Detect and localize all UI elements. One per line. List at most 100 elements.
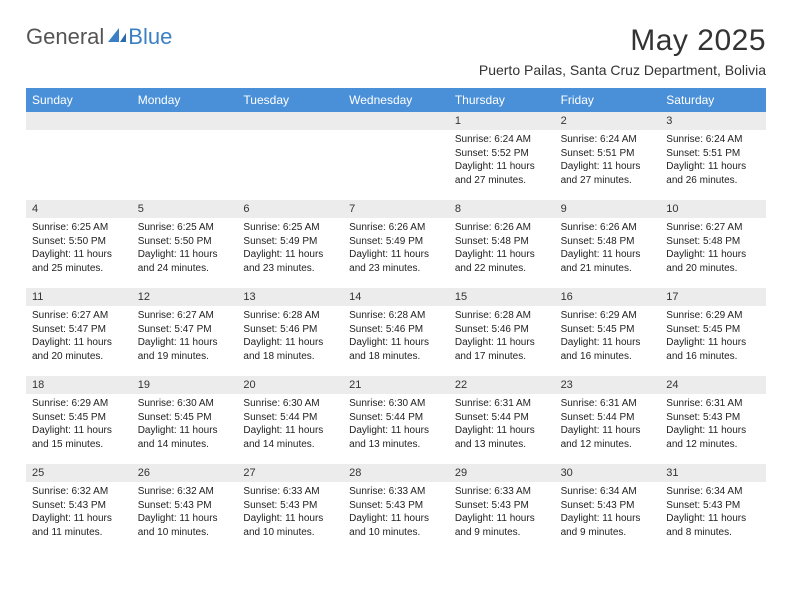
date-number: 31 [660,464,766,482]
calendar-cell: 4Sunrise: 6:25 AMSunset: 5:50 PMDaylight… [26,200,132,288]
sail-icon [108,28,126,42]
calendar-cell: 22Sunrise: 6:31 AMSunset: 5:44 PMDayligh… [449,376,555,464]
sunset-text: Sunset: 5:43 PM [32,499,126,513]
daylight-text: Daylight: 11 hours and 10 minutes. [349,512,443,539]
cell-body: Sunrise: 6:31 AMSunset: 5:44 PMDaylight:… [449,394,555,459]
sunset-text: Sunset: 5:43 PM [561,499,655,513]
date-number: 25 [26,464,132,482]
calendar-cell: 17Sunrise: 6:29 AMSunset: 5:45 PMDayligh… [660,288,766,376]
day-header-thursday: Thursday [449,88,555,112]
sunrise-text: Sunrise: 6:31 AM [561,397,655,411]
sunset-text: Sunset: 5:48 PM [561,235,655,249]
brand-logo: General Blue [26,24,172,50]
date-number [132,112,238,130]
sunset-text: Sunset: 5:51 PM [666,147,760,161]
page-title: May 2025 [479,24,766,58]
calendar-cell: 18Sunrise: 6:29 AMSunset: 5:45 PMDayligh… [26,376,132,464]
date-number [343,112,449,130]
day-header-monday: Monday [132,88,238,112]
sunset-text: Sunset: 5:46 PM [455,323,549,337]
day-headers-row: Sunday Monday Tuesday Wednesday Thursday… [26,88,766,112]
date-number: 23 [555,376,661,394]
sunset-text: Sunset: 5:46 PM [349,323,443,337]
date-number: 16 [555,288,661,306]
calendar-cell: 24Sunrise: 6:31 AMSunset: 5:43 PMDayligh… [660,376,766,464]
date-number: 24 [660,376,766,394]
calendar-cell: 21Sunrise: 6:30 AMSunset: 5:44 PMDayligh… [343,376,449,464]
daylight-text: Daylight: 11 hours and 14 minutes. [138,424,232,451]
calendar-cell: 26Sunrise: 6:32 AMSunset: 5:43 PMDayligh… [132,464,238,552]
cell-body: Sunrise: 6:24 AMSunset: 5:51 PMDaylight:… [555,130,661,195]
calendar-cell: 2Sunrise: 6:24 AMSunset: 5:51 PMDaylight… [555,112,661,200]
sunset-text: Sunset: 5:45 PM [561,323,655,337]
calendar-cell: 15Sunrise: 6:28 AMSunset: 5:46 PMDayligh… [449,288,555,376]
sunset-text: Sunset: 5:43 PM [666,499,760,513]
daylight-text: Daylight: 11 hours and 12 minutes. [561,424,655,451]
date-number: 28 [343,464,449,482]
week-row: 18Sunrise: 6:29 AMSunset: 5:45 PMDayligh… [26,376,766,464]
date-number: 14 [343,288,449,306]
calendar-cell: 8Sunrise: 6:26 AMSunset: 5:48 PMDaylight… [449,200,555,288]
daylight-text: Daylight: 11 hours and 25 minutes. [32,248,126,275]
sunrise-text: Sunrise: 6:32 AM [138,485,232,499]
page-header: General Blue May 2025 Puerto Pailas, San… [26,24,766,78]
calendar-cell: 1Sunrise: 6:24 AMSunset: 5:52 PMDaylight… [449,112,555,200]
date-number: 30 [555,464,661,482]
sunrise-text: Sunrise: 6:29 AM [666,309,760,323]
cell-body: Sunrise: 6:28 AMSunset: 5:46 PMDaylight:… [237,306,343,371]
cell-body: Sunrise: 6:28 AMSunset: 5:46 PMDaylight:… [343,306,449,371]
day-header-saturday: Saturday [660,88,766,112]
date-number: 19 [132,376,238,394]
sunrise-text: Sunrise: 6:31 AM [455,397,549,411]
sunset-text: Sunset: 5:43 PM [666,411,760,425]
date-number: 7 [343,200,449,218]
sunrise-text: Sunrise: 6:34 AM [561,485,655,499]
date-number: 20 [237,376,343,394]
sunrise-text: Sunrise: 6:34 AM [666,485,760,499]
sunset-text: Sunset: 5:43 PM [349,499,443,513]
daylight-text: Daylight: 11 hours and 15 minutes. [32,424,126,451]
sunset-text: Sunset: 5:44 PM [561,411,655,425]
sunrise-text: Sunrise: 6:33 AM [349,485,443,499]
week-row: 4Sunrise: 6:25 AMSunset: 5:50 PMDaylight… [26,200,766,288]
sunset-text: Sunset: 5:45 PM [666,323,760,337]
cell-body: Sunrise: 6:29 AMSunset: 5:45 PMDaylight:… [660,306,766,371]
date-number: 6 [237,200,343,218]
daylight-text: Daylight: 11 hours and 17 minutes. [455,336,549,363]
daylight-text: Daylight: 11 hours and 26 minutes. [666,160,760,187]
sunrise-text: Sunrise: 6:30 AM [243,397,337,411]
calendar-cell: 12Sunrise: 6:27 AMSunset: 5:47 PMDayligh… [132,288,238,376]
daylight-text: Daylight: 11 hours and 23 minutes. [349,248,443,275]
calendar-cell [343,112,449,200]
date-number: 1 [449,112,555,130]
sunset-text: Sunset: 5:48 PM [455,235,549,249]
calendar-cell: 29Sunrise: 6:33 AMSunset: 5:43 PMDayligh… [449,464,555,552]
sunrise-text: Sunrise: 6:24 AM [561,133,655,147]
calendar-cell: 10Sunrise: 6:27 AMSunset: 5:48 PMDayligh… [660,200,766,288]
calendar-cell: 27Sunrise: 6:33 AMSunset: 5:43 PMDayligh… [237,464,343,552]
day-header-sunday: Sunday [26,88,132,112]
daylight-text: Daylight: 11 hours and 18 minutes. [243,336,337,363]
sunset-text: Sunset: 5:44 PM [455,411,549,425]
page-subtitle: Puerto Pailas, Santa Cruz Department, Bo… [479,62,766,78]
daylight-text: Daylight: 11 hours and 11 minutes. [32,512,126,539]
calendar-cell: 5Sunrise: 6:25 AMSunset: 5:50 PMDaylight… [132,200,238,288]
sunset-text: Sunset: 5:51 PM [561,147,655,161]
cell-body: Sunrise: 6:32 AMSunset: 5:43 PMDaylight:… [132,482,238,547]
calendar-cell: 9Sunrise: 6:26 AMSunset: 5:48 PMDaylight… [555,200,661,288]
cell-body: Sunrise: 6:24 AMSunset: 5:52 PMDaylight:… [449,130,555,195]
sunset-text: Sunset: 5:46 PM [243,323,337,337]
cell-body: Sunrise: 6:33 AMSunset: 5:43 PMDaylight:… [343,482,449,547]
sunset-text: Sunset: 5:52 PM [455,147,549,161]
day-header-friday: Friday [555,88,661,112]
cell-body: Sunrise: 6:34 AMSunset: 5:43 PMDaylight:… [660,482,766,547]
date-number: 13 [237,288,343,306]
sunset-text: Sunset: 5:43 PM [455,499,549,513]
calendar-cell: 19Sunrise: 6:30 AMSunset: 5:45 PMDayligh… [132,376,238,464]
sunset-text: Sunset: 5:50 PM [32,235,126,249]
calendar-cell [132,112,238,200]
date-number: 27 [237,464,343,482]
weeks-container: 1Sunrise: 6:24 AMSunset: 5:52 PMDaylight… [26,112,766,552]
date-number: 18 [26,376,132,394]
daylight-text: Daylight: 11 hours and 20 minutes. [32,336,126,363]
